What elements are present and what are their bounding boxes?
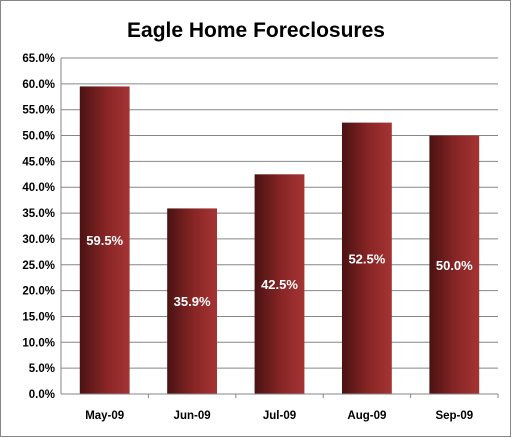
y-tick-label: 40.0% (22, 182, 55, 194)
x-tick-label: May-09 (85, 410, 124, 422)
bar (341, 122, 392, 394)
x-axis-ticks: May-09 Jun-09 Jul-09 Aug-09 Sep-09 (85, 410, 473, 422)
data-label: 50.0% (436, 258, 473, 273)
y-tick-label: 0.0% (29, 389, 55, 401)
axes (60, 58, 499, 398)
x-tick-label: Jun-09 (174, 410, 211, 422)
x-tick-label: Sep-09 (435, 410, 473, 422)
y-axis-ticks: 0.0% 5.0% 10.0% 15.0% 20.0% 25.0% 30.0% 35.0% 40… (22, 53, 55, 401)
y-tick-label: 15.0% (22, 311, 55, 323)
y-tick-label: 65.0% (22, 53, 55, 65)
bars (79, 86, 480, 395)
y-tick-label: 55.0% (22, 105, 55, 117)
data-labels: 59.5% 35.9% 42.5% 52.5% 50.0% (86, 233, 473, 309)
bar (167, 208, 218, 394)
y-tick-label: 5.0% (29, 363, 55, 375)
data-label: 42.5% (261, 277, 298, 292)
y-tick-label: 45.0% (22, 156, 55, 168)
y-tick-label: 60.0% (22, 79, 55, 91)
data-label: 52.5% (348, 251, 385, 266)
y-tick-label: 35.0% (22, 208, 55, 220)
data-label: 59.5% (86, 233, 123, 248)
x-tick-label: Aug-09 (347, 410, 386, 422)
y-tick-label: 10.0% (22, 337, 55, 349)
y-tick-label: 20.0% (22, 286, 55, 298)
bar (79, 86, 130, 394)
bar (254, 174, 305, 394)
chart-title: Eagle Home Foreclosures (127, 19, 385, 42)
y-tick-label: 50.0% (22, 131, 55, 143)
data-label: 35.9% (174, 294, 211, 309)
y-tick-label: 25.0% (22, 260, 55, 272)
y-tick-label: 30.0% (22, 234, 55, 246)
x-tick-label: Jul-09 (263, 410, 296, 422)
bar (429, 135, 480, 395)
